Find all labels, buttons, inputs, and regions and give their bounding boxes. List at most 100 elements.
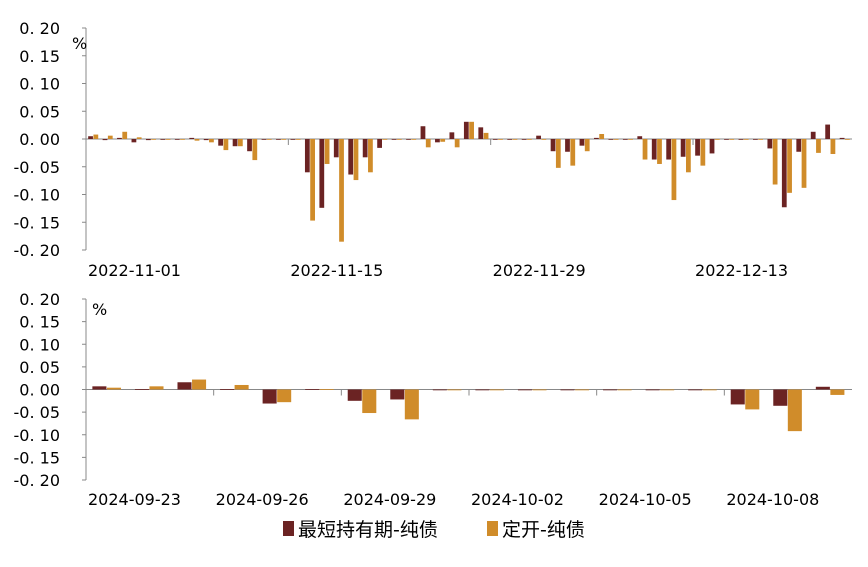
y-tick-label: 0. 20 (19, 290, 60, 309)
bar-shortest-holding (478, 127, 484, 139)
bar-shortest-holding (131, 139, 137, 143)
x-tick-label: 2024-09-23 (88, 490, 181, 509)
bar-shortest-holding (666, 139, 672, 160)
bar-fixed-open (570, 139, 576, 166)
y-tick-label: 0. 05 (19, 358, 60, 377)
x-tick-label: 2024-10-05 (599, 490, 692, 509)
bar-fixed-open (532, 389, 547, 391)
bar-fixed-open (527, 139, 532, 140)
bar-shortest-holding (815, 386, 830, 390)
bar-shortest-holding (174, 139, 180, 140)
bar-fixed-open (787, 139, 792, 193)
x-tick-label: 2022-11-15 (290, 261, 383, 280)
bar-fixed-open (512, 139, 518, 140)
bar-shortest-holding (550, 139, 556, 152)
bar-shortest-holding (492, 139, 498, 140)
y-tick-label: -0. 10 (14, 186, 60, 205)
bar-fixed-open (599, 134, 605, 139)
bar-shortest-holding (608, 139, 614, 140)
bar-fixed-open (745, 389, 760, 410)
y-tick-label: -0. 20 (14, 471, 60, 490)
x-tick-label: 2024-09-29 (343, 490, 436, 509)
bar-shortest-holding (177, 382, 192, 390)
legend-swatch-shortest-holding (283, 521, 294, 536)
bar-fixed-open (489, 389, 504, 391)
bar-shortest-holding (645, 389, 660, 391)
bar-fixed-open (277, 389, 292, 403)
bar-shortest-holding (203, 139, 209, 141)
bar-fixed-open (584, 139, 590, 152)
bar-shortest-holding (117, 137, 122, 139)
bar-fixed-open (165, 139, 171, 140)
y-tick-label: -0. 15 (14, 448, 60, 467)
bar-shortest-holding (560, 389, 575, 391)
bar-fixed-open (93, 134, 99, 139)
bar-fixed-open (353, 139, 359, 181)
bar-shortest-holding (347, 389, 362, 401)
bar-fixed-open (281, 139, 287, 140)
x-tick-label: 2024-09-26 (216, 490, 309, 509)
bar-fixed-open (440, 139, 446, 142)
bar-fixed-open (194, 139, 200, 141)
bar-fixed-open (149, 386, 164, 390)
bar-shortest-holding (594, 137, 599, 139)
y-tick-label: 0. 00 (19, 130, 60, 149)
bar-fixed-open (642, 139, 648, 160)
bar-shortest-holding (432, 389, 447, 391)
bar-fixed-open (454, 139, 460, 148)
y-tick-label: 0. 10 (19, 335, 60, 354)
bar-fixed-open (714, 139, 720, 140)
bar-fixed-open (252, 139, 258, 161)
bottom-panel: 0. 20 0. 15 0. 10 0. 05 0. 00 -0. 05 -0. 10 -0.… (14, 290, 852, 509)
bar-shortest-holding (724, 139, 729, 140)
bar-shortest-holding (420, 126, 426, 139)
bar-fixed-open (660, 389, 675, 391)
y-tick-label: 0. 15 (19, 313, 60, 332)
bar-fixed-open (830, 139, 836, 154)
top-panel: 0. 20 0. 15 0. 10 0. 05 0. 00 -0. 05 -0. 10 -0.… (14, 19, 852, 280)
bar-shortest-holding (709, 139, 715, 154)
bar-fixed-open (106, 387, 121, 390)
bar-shortest-holding (290, 139, 296, 140)
bar-shortest-holding (406, 139, 411, 140)
bar-fixed-open (295, 139, 301, 140)
bar-shortest-holding (262, 389, 277, 404)
bar-fixed-open (772, 139, 778, 185)
bar-shortest-holding (781, 139, 787, 208)
bar-fixed-open (801, 139, 807, 188)
bar-shortest-holding (348, 139, 354, 175)
x-tick-label: 2024-10-02 (471, 490, 564, 509)
y-tick-label: -0. 15 (14, 213, 60, 232)
bar-fixed-open (498, 139, 503, 140)
bar-fixed-open (555, 139, 561, 168)
bar-shortest-holding (304, 139, 310, 173)
bar-shortest-holding (247, 139, 252, 152)
bar-shortest-holding (695, 139, 700, 156)
bar-fixed-open (700, 139, 706, 166)
bar-fixed-open (237, 139, 243, 147)
bar-fixed-open (575, 389, 590, 391)
bar-shortest-holding (730, 389, 745, 405)
bar-fixed-open (743, 139, 749, 140)
legend-label-shortest-holding: 最短持有期-纯债 (298, 519, 438, 541)
y-tick-label: -0. 05 (14, 158, 60, 177)
bar-shortest-holding (579, 139, 585, 146)
bar-shortest-holding (232, 139, 238, 147)
y-tick-label: -0. 10 (14, 426, 60, 445)
y-tick-label: -0. 05 (14, 403, 60, 422)
bar-shortest-holding (261, 139, 267, 140)
bar-fixed-open (209, 139, 214, 143)
bar-shortest-holding (651, 139, 657, 160)
bar-fixed-open (613, 139, 619, 140)
bar-fixed-open (107, 135, 113, 139)
bar-fixed-open (122, 131, 128, 139)
bar-fixed-open (657, 139, 662, 164)
bar-fixed-open (404, 389, 419, 420)
bar-shortest-holding (753, 139, 758, 140)
bar-fixed-open (223, 139, 229, 151)
bar-fixed-open (319, 389, 334, 390)
bar-fixed-open (816, 139, 821, 153)
bar-fixed-open (628, 139, 633, 140)
x-tick-label: 2022-12-13 (695, 261, 788, 280)
